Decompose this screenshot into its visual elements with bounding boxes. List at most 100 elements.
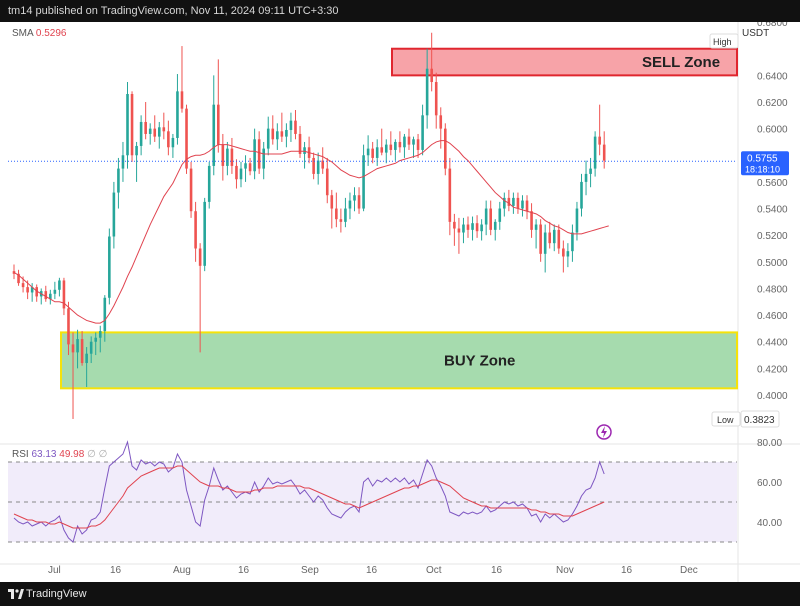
- time-axis-tick: Dec: [680, 565, 698, 576]
- candle-down: [257, 139, 261, 169]
- time-axis-tick: 16: [238, 565, 250, 576]
- candle-up: [239, 168, 243, 180]
- price-axis-tick: 0.5200: [757, 231, 788, 242]
- lightning-bolt-icon: [601, 426, 607, 438]
- candle-up: [471, 223, 474, 230]
- time-axis-tick: Oct: [426, 565, 442, 576]
- candle-up: [575, 208, 579, 233]
- candle-down: [539, 224, 542, 254]
- candle-up: [375, 147, 379, 158]
- candle-down: [71, 344, 75, 353]
- candle-down: [248, 163, 252, 172]
- candle-down: [407, 136, 411, 145]
- high-label-box: [709, 33, 739, 49]
- candle-down: [439, 115, 443, 129]
- candle-up: [289, 120, 293, 130]
- candle-up: [580, 181, 583, 209]
- last-price-value: 0.5755: [747, 153, 778, 164]
- price-chart-svg[interactable]: SELL Zone BUY Zone 0.6800 0.6400 0.6200 0.600…: [0, 22, 800, 582]
- low-value: 0.3823: [744, 415, 775, 426]
- price-axis-tick: 0.4200: [757, 364, 788, 375]
- candle-up: [108, 236, 111, 298]
- price-axis-tick: 0.6800: [757, 22, 788, 29]
- candle-up: [484, 208, 488, 225]
- candle-down: [489, 208, 492, 230]
- price-axis-tick: 0.6400: [757, 71, 788, 82]
- footer-brand: TradingView: [26, 588, 87, 600]
- lightning-icon[interactable]: [596, 424, 612, 440]
- candle-up: [534, 224, 538, 230]
- candle-down: [35, 287, 38, 297]
- candle-up: [566, 251, 570, 257]
- rsi-axis-tick: 60.00: [757, 478, 782, 489]
- candle-down: [144, 121, 147, 134]
- candle-up: [98, 331, 102, 338]
- candle-up: [53, 289, 57, 294]
- candle-down: [598, 136, 601, 145]
- candle-up: [276, 131, 279, 140]
- candle-up: [176, 91, 179, 138]
- candle-down: [507, 197, 511, 206]
- price-axis-tick: 0.6200: [757, 98, 788, 109]
- candle-up: [593, 136, 597, 169]
- time-axis-tick: Sep: [301, 565, 319, 576]
- candle-down: [26, 287, 29, 293]
- buy-zone-label: BUY Zone: [444, 352, 515, 369]
- candle-up: [521, 200, 524, 209]
- candle-down: [475, 223, 479, 232]
- candle-down: [339, 219, 343, 222]
- sma-legend: SMA 0.5296: [12, 28, 67, 39]
- candle-up: [571, 232, 574, 252]
- candle-down: [80, 339, 84, 364]
- time-axis-tick: 16: [366, 565, 378, 576]
- candle-down: [562, 248, 565, 257]
- rsi-ma-legend-value: 49.98: [59, 449, 85, 460]
- candle-down: [167, 131, 170, 148]
- candle-up: [480, 224, 483, 232]
- candle-up: [171, 137, 175, 148]
- candle-down: [180, 91, 184, 109]
- rsi-legend-name: RSI: [12, 449, 29, 460]
- candle-down: [62, 280, 66, 309]
- candle-down: [389, 144, 393, 150]
- tradingview-logo-icon: [8, 589, 24, 599]
- candle-down: [67, 308, 70, 345]
- candle-down: [230, 148, 234, 166]
- buy-zone-box[interactable]: [60, 331, 738, 390]
- candle-up: [412, 139, 415, 145]
- time-axis-tick: 16: [621, 565, 633, 576]
- sell-zone-box[interactable]: [391, 47, 738, 77]
- candle-up: [49, 293, 52, 300]
- candle-down: [280, 131, 284, 137]
- rsi-axis-tick: 40.00: [757, 518, 782, 529]
- candle-up: [226, 148, 229, 166]
- candle-up: [366, 148, 370, 156]
- candle-up: [126, 94, 129, 156]
- candle-up: [121, 155, 125, 169]
- candle-down: [398, 141, 402, 148]
- candle-down: [198, 248, 202, 266]
- tradingview-footer: TradingView: [0, 582, 800, 606]
- rsi-legend-value: 63.13: [31, 449, 57, 460]
- candle-up: [89, 341, 93, 354]
- candle-down: [357, 195, 361, 209]
- candle-down: [434, 82, 438, 116]
- sma-legend-name: SMA: [12, 28, 34, 39]
- candle-down: [466, 224, 470, 230]
- candle-down: [153, 128, 157, 137]
- candle-up: [403, 136, 406, 148]
- candle-down: [221, 144, 225, 166]
- candle-up: [253, 139, 256, 172]
- candle-up: [157, 127, 161, 137]
- candle-up: [117, 168, 120, 193]
- candle-up: [30, 287, 34, 293]
- candle-up: [58, 280, 61, 290]
- chart-panel[interactable]: SELL Zone BUY Zone 0.6800 0.6400 0.6200 0.600…: [0, 22, 800, 582]
- candle-down: [44, 291, 48, 300]
- candle-up: [584, 173, 588, 182]
- candle-up: [462, 224, 465, 233]
- candle-down: [444, 128, 447, 169]
- price-axis-tick: 0.6000: [757, 125, 788, 136]
- candle-down: [194, 211, 197, 249]
- candle-down: [335, 208, 338, 220]
